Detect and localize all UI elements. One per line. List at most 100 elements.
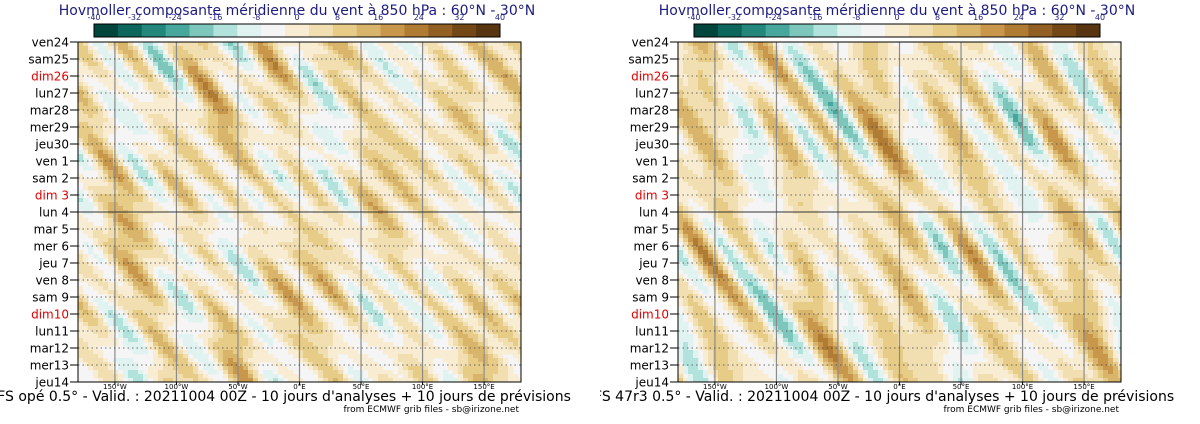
heatmap-cell xyxy=(223,118,229,123)
heatmap-cell xyxy=(233,314,239,319)
heatmap-cell xyxy=(318,278,324,283)
heatmap-cell xyxy=(368,150,374,155)
heatmap-cell xyxy=(268,246,274,251)
heatmap-cell xyxy=(418,282,424,287)
heatmap-cell xyxy=(348,250,354,255)
heatmap-cell xyxy=(483,186,489,191)
heatmap-cell xyxy=(313,142,319,147)
heatmap-cell xyxy=(323,282,329,287)
heatmap-cell xyxy=(348,94,354,99)
heatmap-cell xyxy=(353,150,359,155)
heatmap-cell xyxy=(273,138,279,143)
heatmap-cell xyxy=(113,250,119,255)
heatmap-cell xyxy=(273,286,279,291)
heatmap-cell xyxy=(153,186,159,191)
heatmap-cell xyxy=(103,50,109,55)
heatmap-cell xyxy=(143,182,149,187)
heatmap-cell xyxy=(488,174,494,179)
heatmap-cell xyxy=(378,302,384,307)
heatmap-cell xyxy=(328,66,334,71)
heatmap-cell xyxy=(498,202,504,207)
heatmap-cell xyxy=(188,310,194,315)
heatmap-cell xyxy=(393,50,399,55)
heatmap-cell xyxy=(403,110,409,115)
heatmap-cell xyxy=(238,94,244,99)
heatmap-cell xyxy=(83,298,89,303)
heatmap-cell xyxy=(323,290,329,295)
heatmap-cell xyxy=(283,122,289,127)
heatmap-cell xyxy=(273,114,279,119)
heatmap-cell xyxy=(138,198,144,203)
heatmap-cell xyxy=(108,154,114,159)
heatmap-cell xyxy=(278,178,284,183)
heatmap-cell xyxy=(113,242,119,247)
heatmap-cell xyxy=(148,54,154,59)
heatmap-cell xyxy=(418,54,424,59)
heatmap-cell xyxy=(518,258,521,263)
heatmap-cell xyxy=(413,122,419,127)
heatmap-cell xyxy=(498,158,504,163)
heatmap-cell xyxy=(133,142,139,147)
heatmap-cell xyxy=(473,286,479,291)
heatmap-cell xyxy=(408,190,414,195)
heatmap-cell xyxy=(378,86,384,91)
heatmap-cell xyxy=(143,234,149,239)
heatmap-cell xyxy=(448,190,454,195)
heatmap-cell xyxy=(168,174,174,179)
heatmap-cell xyxy=(188,314,194,319)
heatmap-cell xyxy=(348,134,354,139)
heatmap-cell xyxy=(388,282,394,287)
heatmap-cell xyxy=(403,194,409,199)
heatmap-cell xyxy=(348,174,354,179)
heatmap-cell xyxy=(103,70,109,75)
heatmap-cell xyxy=(428,74,434,79)
heatmap-cell xyxy=(223,314,229,319)
heatmap-cell xyxy=(513,78,519,83)
heatmap-cell xyxy=(488,54,494,59)
heatmap-cell xyxy=(138,66,144,71)
heatmap-cell xyxy=(183,58,189,63)
heatmap-cell xyxy=(448,282,454,287)
heatmap-cell xyxy=(133,130,139,135)
heatmap-cell xyxy=(148,214,154,219)
heatmap-cell xyxy=(328,94,334,99)
heatmap-cell xyxy=(313,46,319,51)
heatmap-cell xyxy=(513,254,519,259)
heatmap-cell xyxy=(408,306,414,311)
heatmap-cell xyxy=(128,250,134,255)
heatmap-cell xyxy=(203,162,209,167)
heatmap-cell xyxy=(193,174,199,179)
heatmap-cell xyxy=(278,266,284,271)
heatmap-cell xyxy=(473,78,479,83)
heatmap-cell xyxy=(463,70,469,75)
heatmap-cell xyxy=(198,250,204,255)
heatmap-cell xyxy=(328,290,334,295)
heatmap-cell xyxy=(123,54,129,59)
heatmap-cell xyxy=(83,58,89,63)
heatmap-cell xyxy=(493,302,499,307)
heatmap-cell xyxy=(378,274,384,279)
heatmap-cell xyxy=(363,134,369,139)
heatmap-cell xyxy=(248,82,254,87)
heatmap-cell xyxy=(268,230,274,235)
heatmap-cell xyxy=(313,226,319,231)
heatmap-cell xyxy=(263,310,269,315)
heatmap-cell xyxy=(228,102,234,107)
heatmap-cell xyxy=(223,94,229,99)
colorbar-segment xyxy=(94,24,119,37)
heatmap-cell xyxy=(488,158,494,163)
heatmap-cell xyxy=(248,94,254,99)
heatmap-cell xyxy=(433,162,439,167)
heatmap-cell xyxy=(348,302,354,307)
heatmap-cell xyxy=(213,202,219,207)
heatmap-cell xyxy=(318,150,324,155)
heatmap-cell xyxy=(123,50,129,55)
heatmap-cell xyxy=(143,250,149,255)
heatmap-cell xyxy=(313,282,319,287)
heatmap-cell xyxy=(258,46,264,51)
heatmap-cell xyxy=(238,154,244,159)
heatmap-cell xyxy=(93,298,99,303)
heatmap-cell xyxy=(468,46,474,51)
heatmap-cell xyxy=(248,62,254,67)
heatmap-cell xyxy=(338,294,344,299)
